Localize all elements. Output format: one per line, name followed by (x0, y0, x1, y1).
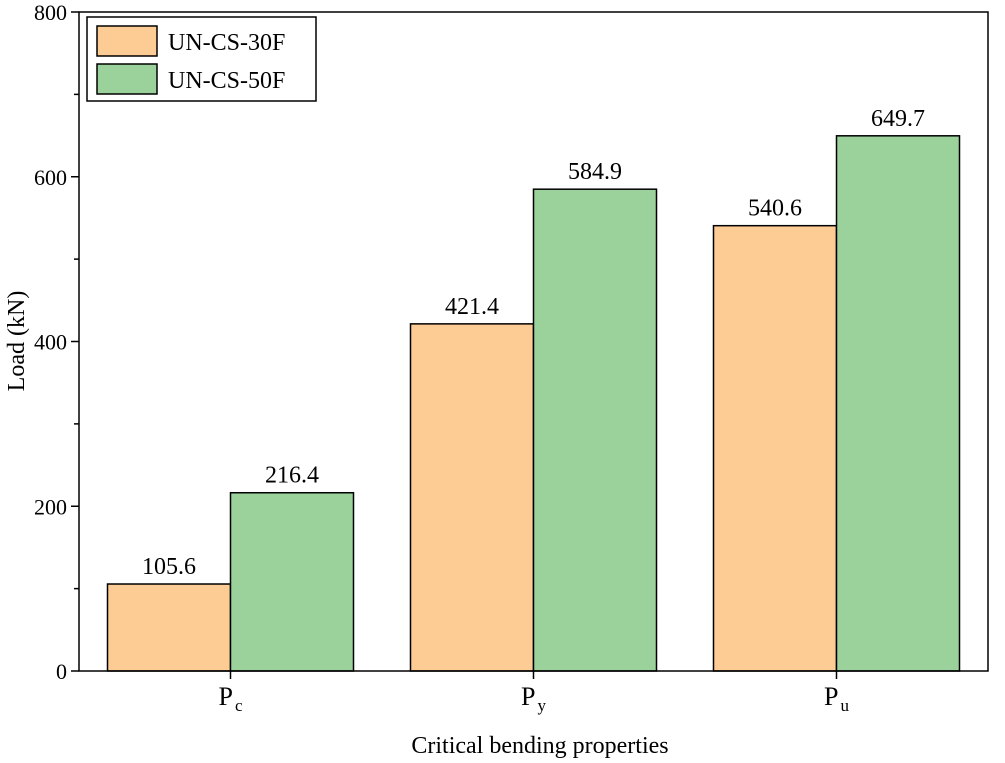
data-label: 421.4 (445, 294, 499, 320)
y-axis-ticks: 0 200 400 600 800 (34, 0, 79, 684)
legend-swatch (96, 63, 158, 95)
data-label: 105.6 (142, 554, 196, 580)
bar (229, 491, 355, 672)
bar (712, 224, 838, 672)
data-label: 649.7 (871, 106, 925, 132)
bar (409, 323, 535, 672)
y-tick-label: 200 (34, 494, 67, 519)
data-label: 584.9 (568, 159, 622, 185)
bar (835, 135, 961, 672)
x-tick-label-main: P (521, 682, 535, 711)
data-label: 216.4 (265, 463, 319, 489)
x-tick-label-main: P (218, 682, 232, 711)
data-label: 540.6 (748, 196, 802, 222)
x-tick-label-sub: c (235, 696, 243, 715)
legend-label: UN-CS-30F (168, 30, 285, 56)
data-labels-layer: 105.6 216.4 421.4 584.9 540.6 649.7 (142, 106, 925, 580)
x-tick-label-sub: y (537, 696, 546, 715)
x-tick-label-sub: u (840, 696, 849, 715)
bar (106, 583, 232, 672)
legend-label: UN-CS-50F (168, 68, 285, 94)
bar (532, 188, 658, 672)
legend-swatch (96, 25, 158, 57)
x-tick-label-main: P (824, 682, 838, 711)
y-tick-label: 800 (34, 0, 67, 25)
bars-layer (106, 135, 961, 672)
y-axis-title: Load (kN) (4, 291, 30, 392)
x-axis-title: Critical bending properties (411, 733, 668, 759)
y-tick-label: 0 (56, 659, 67, 684)
y-tick-label: 400 (34, 330, 67, 355)
legend: UN-CS-30F UN-CS-50F (86, 16, 317, 102)
y-tick-label: 600 (34, 165, 67, 190)
